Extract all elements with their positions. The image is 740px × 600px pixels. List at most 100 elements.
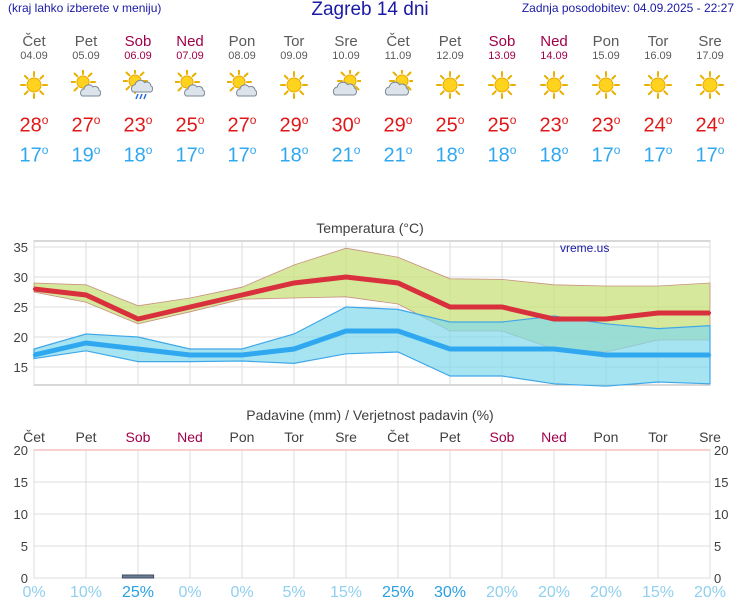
temp-data-point	[240, 353, 244, 357]
precip-day-label: Čet	[387, 429, 409, 445]
max-temp: 29o	[279, 113, 309, 137]
daily-forecast-strip: Čet 04.09 28o 17o Pet 05.09 27o 19o Sob 06.09 23o 1…	[0, 0, 740, 180]
precip-probability-label: 30%	[434, 584, 466, 600]
precip-tick-label-left: 20	[14, 443, 28, 458]
temp-chart-title: Temperatura (°C)	[316, 220, 424, 236]
temp-data-point	[136, 317, 140, 321]
temp-data-point	[396, 329, 400, 333]
min-temp: 17o	[695, 142, 725, 167]
temp-data-point	[136, 347, 140, 351]
min-temp-range-band	[33, 306, 711, 387]
max-temp: 25o	[175, 113, 205, 137]
day-date: 11.09	[384, 50, 412, 62]
sun-cloud-icon	[227, 70, 257, 97]
max-temp: 23o	[123, 113, 153, 137]
day-column: Pon 08.09 27o 17o	[216, 34, 268, 167]
day-column: Čet 11.09 29o 21o	[372, 34, 424, 167]
day-date: 17.09	[696, 50, 724, 62]
day-column: Tor 09.09 29o 18o	[268, 34, 320, 167]
temp-data-point	[240, 293, 244, 297]
last-updated: Zadnja posodobitev: 04.09.2025 - 22:27	[521, 1, 734, 15]
day-name: Pet	[438, 33, 462, 50]
sun-cloud-rain-icon	[123, 70, 153, 100]
precip-day-label: Pon	[230, 429, 255, 445]
max-temp: 27o	[227, 113, 257, 137]
day-name: Pon	[228, 33, 256, 50]
day-name: Sre	[698, 33, 722, 50]
precip-probability-label: 10%	[70, 584, 102, 600]
temp-data-point	[292, 281, 296, 285]
day-date: 13.09	[488, 50, 516, 62]
temp-data-point	[552, 317, 556, 321]
sun-cloud-icon	[175, 70, 205, 97]
precip-tick-label-right: 5	[714, 539, 721, 554]
precip-probability-label: 25%	[122, 584, 154, 600]
precip-day-label: Čet	[23, 429, 45, 445]
temp-tick-label: 35	[14, 240, 28, 255]
day-column: Sob 13.09 25o 18o	[476, 34, 528, 167]
temp-data-point	[32, 287, 36, 291]
temp-data-point	[500, 347, 504, 351]
cloud-sun-icon	[384, 70, 413, 96]
sun-icon	[540, 71, 568, 99]
precip-day-label: Ned	[541, 429, 567, 445]
day-column: Ned 07.09 25o 17o	[164, 34, 216, 167]
sun-icon	[436, 71, 464, 99]
day-name: Ned	[176, 33, 204, 50]
sun-icon	[644, 71, 672, 99]
min-temp: 17o	[227, 142, 257, 167]
precip-day-label: Pon	[594, 429, 619, 445]
day-column: Tor 16.09 24o 17o	[632, 34, 684, 167]
precip-day-label: Sre	[699, 429, 721, 445]
precip-bar	[121, 574, 155, 579]
day-date: 09.09	[280, 50, 308, 62]
day-name: Pet	[74, 33, 98, 50]
day-name: Sre	[334, 33, 358, 50]
min-temp: 17o	[175, 142, 205, 167]
min-temp: 18o	[435, 142, 465, 167]
precip-day-label: Sre	[335, 429, 357, 445]
day-name: Čet	[386, 33, 410, 50]
precip-probability-label: 0%	[22, 584, 45, 600]
precip-probability-label: 0%	[178, 584, 201, 600]
day-column: Pet 12.09 25o 18o	[424, 34, 476, 167]
precip-day-label: Sob	[126, 429, 151, 445]
day-name: Čet	[22, 33, 46, 50]
temp-data-point	[708, 311, 712, 315]
temp-data-point	[344, 275, 348, 279]
precip-day-label: Pet	[75, 429, 96, 445]
day-date: 14.09	[540, 50, 568, 62]
page-title: Zagreb 14 dni	[311, 0, 429, 20]
max-temp: 27o	[71, 113, 101, 137]
precip-tick-label-left: 5	[21, 539, 28, 554]
temp-data-point	[708, 353, 712, 357]
precip-tick-label-right: 20	[714, 443, 728, 458]
temp-tick-label: 25	[14, 300, 28, 315]
day-date: 12.09	[436, 50, 464, 62]
precip-tick-label-left: 0	[21, 571, 28, 586]
temp-data-point	[604, 353, 608, 357]
temp-tick-label: 20	[14, 330, 28, 345]
day-date: 16.09	[644, 50, 672, 62]
sun-icon	[280, 71, 308, 99]
precip-day-label: Tor	[284, 429, 304, 445]
precip-probability-label: 25%	[382, 584, 414, 600]
day-column: Čet 04.09 28o 17o	[8, 34, 60, 167]
day-name: Pon	[592, 33, 620, 50]
min-temp: 17o	[19, 142, 49, 167]
temperature-chart: Temperatura (°C) 15 20 25 30 35 vreme.us	[14, 220, 712, 387]
max-temp: 25o	[487, 113, 517, 137]
min-temp: 21o	[383, 142, 413, 167]
cloud-sun-icon	[332, 70, 361, 96]
precip-probability-label: 20%	[486, 584, 518, 600]
precip-probability-label: 15%	[642, 584, 674, 600]
temp-data-point	[656, 311, 660, 315]
day-name: Tor	[283, 33, 305, 50]
temp-data-point	[32, 353, 36, 357]
min-temp: 19o	[71, 142, 101, 167]
precipitation-chart: Padavine (mm) / Verjetnost padavin (%) Če…	[14, 407, 729, 600]
min-temp: 17o	[591, 142, 621, 167]
temp-data-point	[500, 305, 504, 309]
precip-tick-label-left: 10	[14, 507, 28, 522]
min-temp: 18o	[487, 142, 517, 167]
